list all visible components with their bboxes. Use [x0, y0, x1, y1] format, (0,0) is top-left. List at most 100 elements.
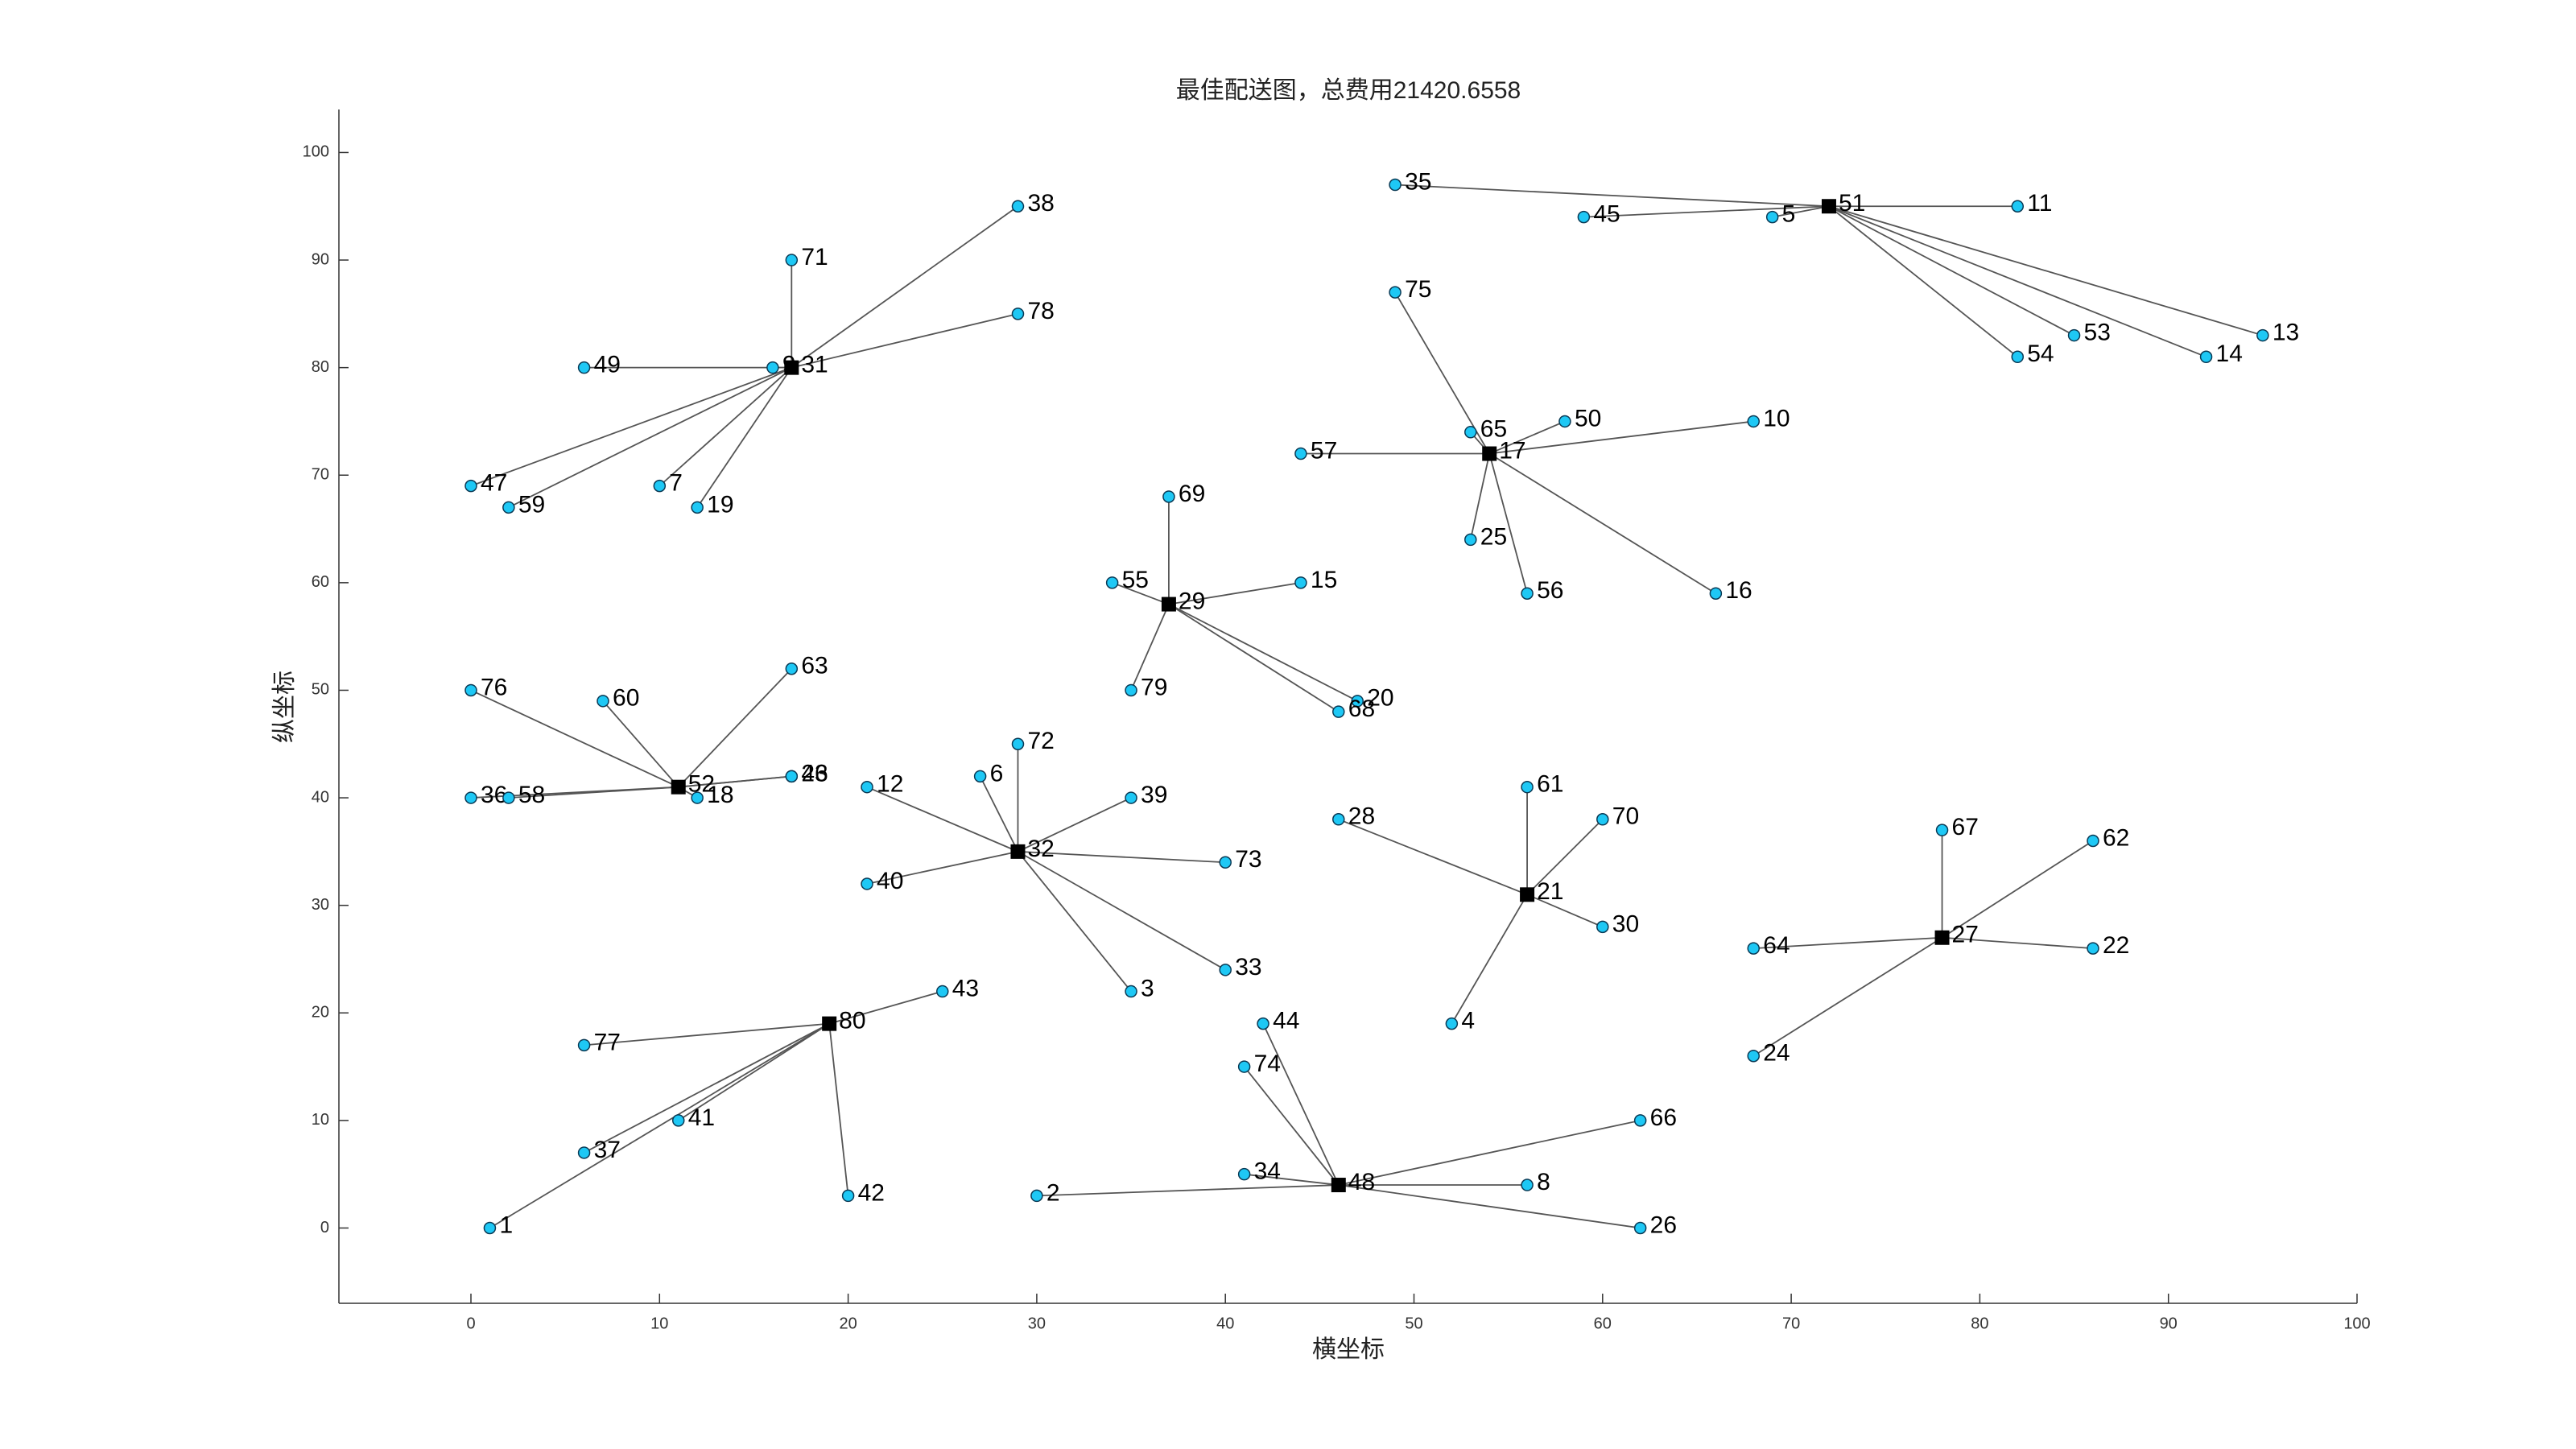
customer-point [653, 479, 667, 493]
customer-label: 4 [1461, 1008, 1475, 1034]
route-line [1526, 894, 1604, 928]
route-line [678, 1022, 830, 1121]
route-line [658, 366, 792, 487]
customer-label: 20 [1367, 685, 1393, 712]
customer-label: 12 [877, 771, 903, 798]
x-tick-label: 0 [466, 1315, 475, 1332]
route-line [1772, 205, 1830, 218]
customer-label: 60 [613, 685, 639, 712]
route-line [1168, 603, 1358, 702]
route-line [1017, 851, 1132, 993]
customer-point [2087, 942, 2099, 955]
customer-label: 66 [1650, 1104, 1677, 1131]
x-tick-label: 40 [1216, 1315, 1234, 1332]
customer-point [1257, 1017, 1269, 1030]
customer-point [1030, 1189, 1043, 1203]
x-tick-label: 50 [1405, 1315, 1422, 1332]
customer-label: 78 [1027, 298, 1054, 324]
route-line [1942, 936, 2094, 950]
route-line [1488, 452, 1716, 594]
customer-label: 28 [1348, 803, 1375, 830]
customer-label: 6 [990, 760, 1004, 786]
customer-point [861, 780, 873, 794]
customer-label: 47 [481, 470, 507, 497]
route-line [866, 850, 1018, 885]
route-line [584, 1022, 830, 1046]
customer-label: 44 [1273, 1008, 1299, 1034]
customer-point [1464, 533, 1477, 547]
customer-point [1747, 1049, 1760, 1063]
route-line [866, 786, 1018, 852]
y-tick-label: 90 [312, 250, 329, 268]
customer-point [1011, 737, 1025, 751]
customer-label: 62 [2103, 824, 2129, 851]
customer-label: 35 [1405, 168, 1431, 195]
customer-label: 79 [1141, 674, 1167, 700]
customer-label: 73 [1235, 846, 1261, 873]
depot-point [1010, 844, 1026, 859]
route-line [1488, 453, 1528, 594]
customer-point [1577, 210, 1591, 224]
customer-point [1332, 705, 1345, 718]
customer-label: 36 [481, 782, 507, 808]
customer-label: 45 [1593, 201, 1620, 228]
customer-label: 77 [594, 1029, 621, 1055]
customer-label: 75 [1405, 276, 1431, 303]
route-line [1489, 420, 1754, 455]
y-tick-label: 10 [312, 1111, 329, 1129]
x-tick-label: 100 [2343, 1315, 2370, 1332]
customer-point [1747, 415, 1760, 428]
route-line [1036, 1184, 1339, 1197]
x-tick-label: 90 [2160, 1315, 2178, 1332]
route-line [489, 1022, 830, 1229]
depot-label: 52 [688, 771, 715, 798]
depot-point [1821, 199, 1836, 214]
customer-label: 15 [1311, 567, 1337, 593]
y-tick-label: 0 [320, 1219, 329, 1236]
route-line [696, 367, 793, 508]
route-line [602, 700, 679, 788]
route-line [1942, 840, 2094, 939]
customer-point [1219, 856, 1232, 869]
route-line [1018, 797, 1132, 852]
route-line [470, 689, 679, 788]
customer-point [1558, 415, 1571, 428]
customer-point [1464, 426, 1477, 439]
y-tick-label: 50 [312, 681, 329, 699]
customer-label: 30 [1612, 910, 1639, 937]
chart-title: 最佳配送图，总费用21420.6558 [1176, 77, 1521, 104]
route-line [1488, 420, 1566, 455]
depot-label: 32 [1027, 836, 1054, 862]
route-line [1752, 936, 1943, 1057]
customer-label: 41 [688, 1104, 715, 1131]
y-tick-label: 70 [312, 466, 329, 484]
customer-label: 16 [1725, 577, 1752, 604]
customer-label: 53 [2084, 319, 2111, 345]
customer-point [464, 479, 477, 493]
route-line [1338, 1119, 1641, 1186]
customer-label: 56 [1537, 577, 1563, 604]
customer-point [841, 1189, 855, 1203]
route-line [791, 205, 1018, 369]
customer-label: 68 [1348, 696, 1375, 722]
customer-label: 69 [1179, 481, 1205, 507]
customer-label: 8 [1537, 1169, 1550, 1195]
y-tick-label: 20 [312, 1004, 329, 1022]
depot-label: 51 [1839, 190, 1865, 217]
customer-label: 22 [2103, 932, 2129, 959]
route-line [1112, 582, 1170, 605]
route-line [1168, 603, 1340, 712]
customer-point [2011, 350, 2025, 364]
customer-point [1596, 813, 1609, 826]
customer-label: 71 [801, 244, 828, 270]
customer-point [1389, 178, 1402, 192]
route-line [1583, 205, 1830, 218]
customer-label: 67 [1952, 814, 1979, 840]
customer-label: 50 [1575, 405, 1601, 431]
route-line [1828, 205, 2074, 336]
customer-label: 11 [2027, 190, 2052, 217]
route-line [1753, 936, 1942, 950]
customer-point [691, 791, 704, 804]
